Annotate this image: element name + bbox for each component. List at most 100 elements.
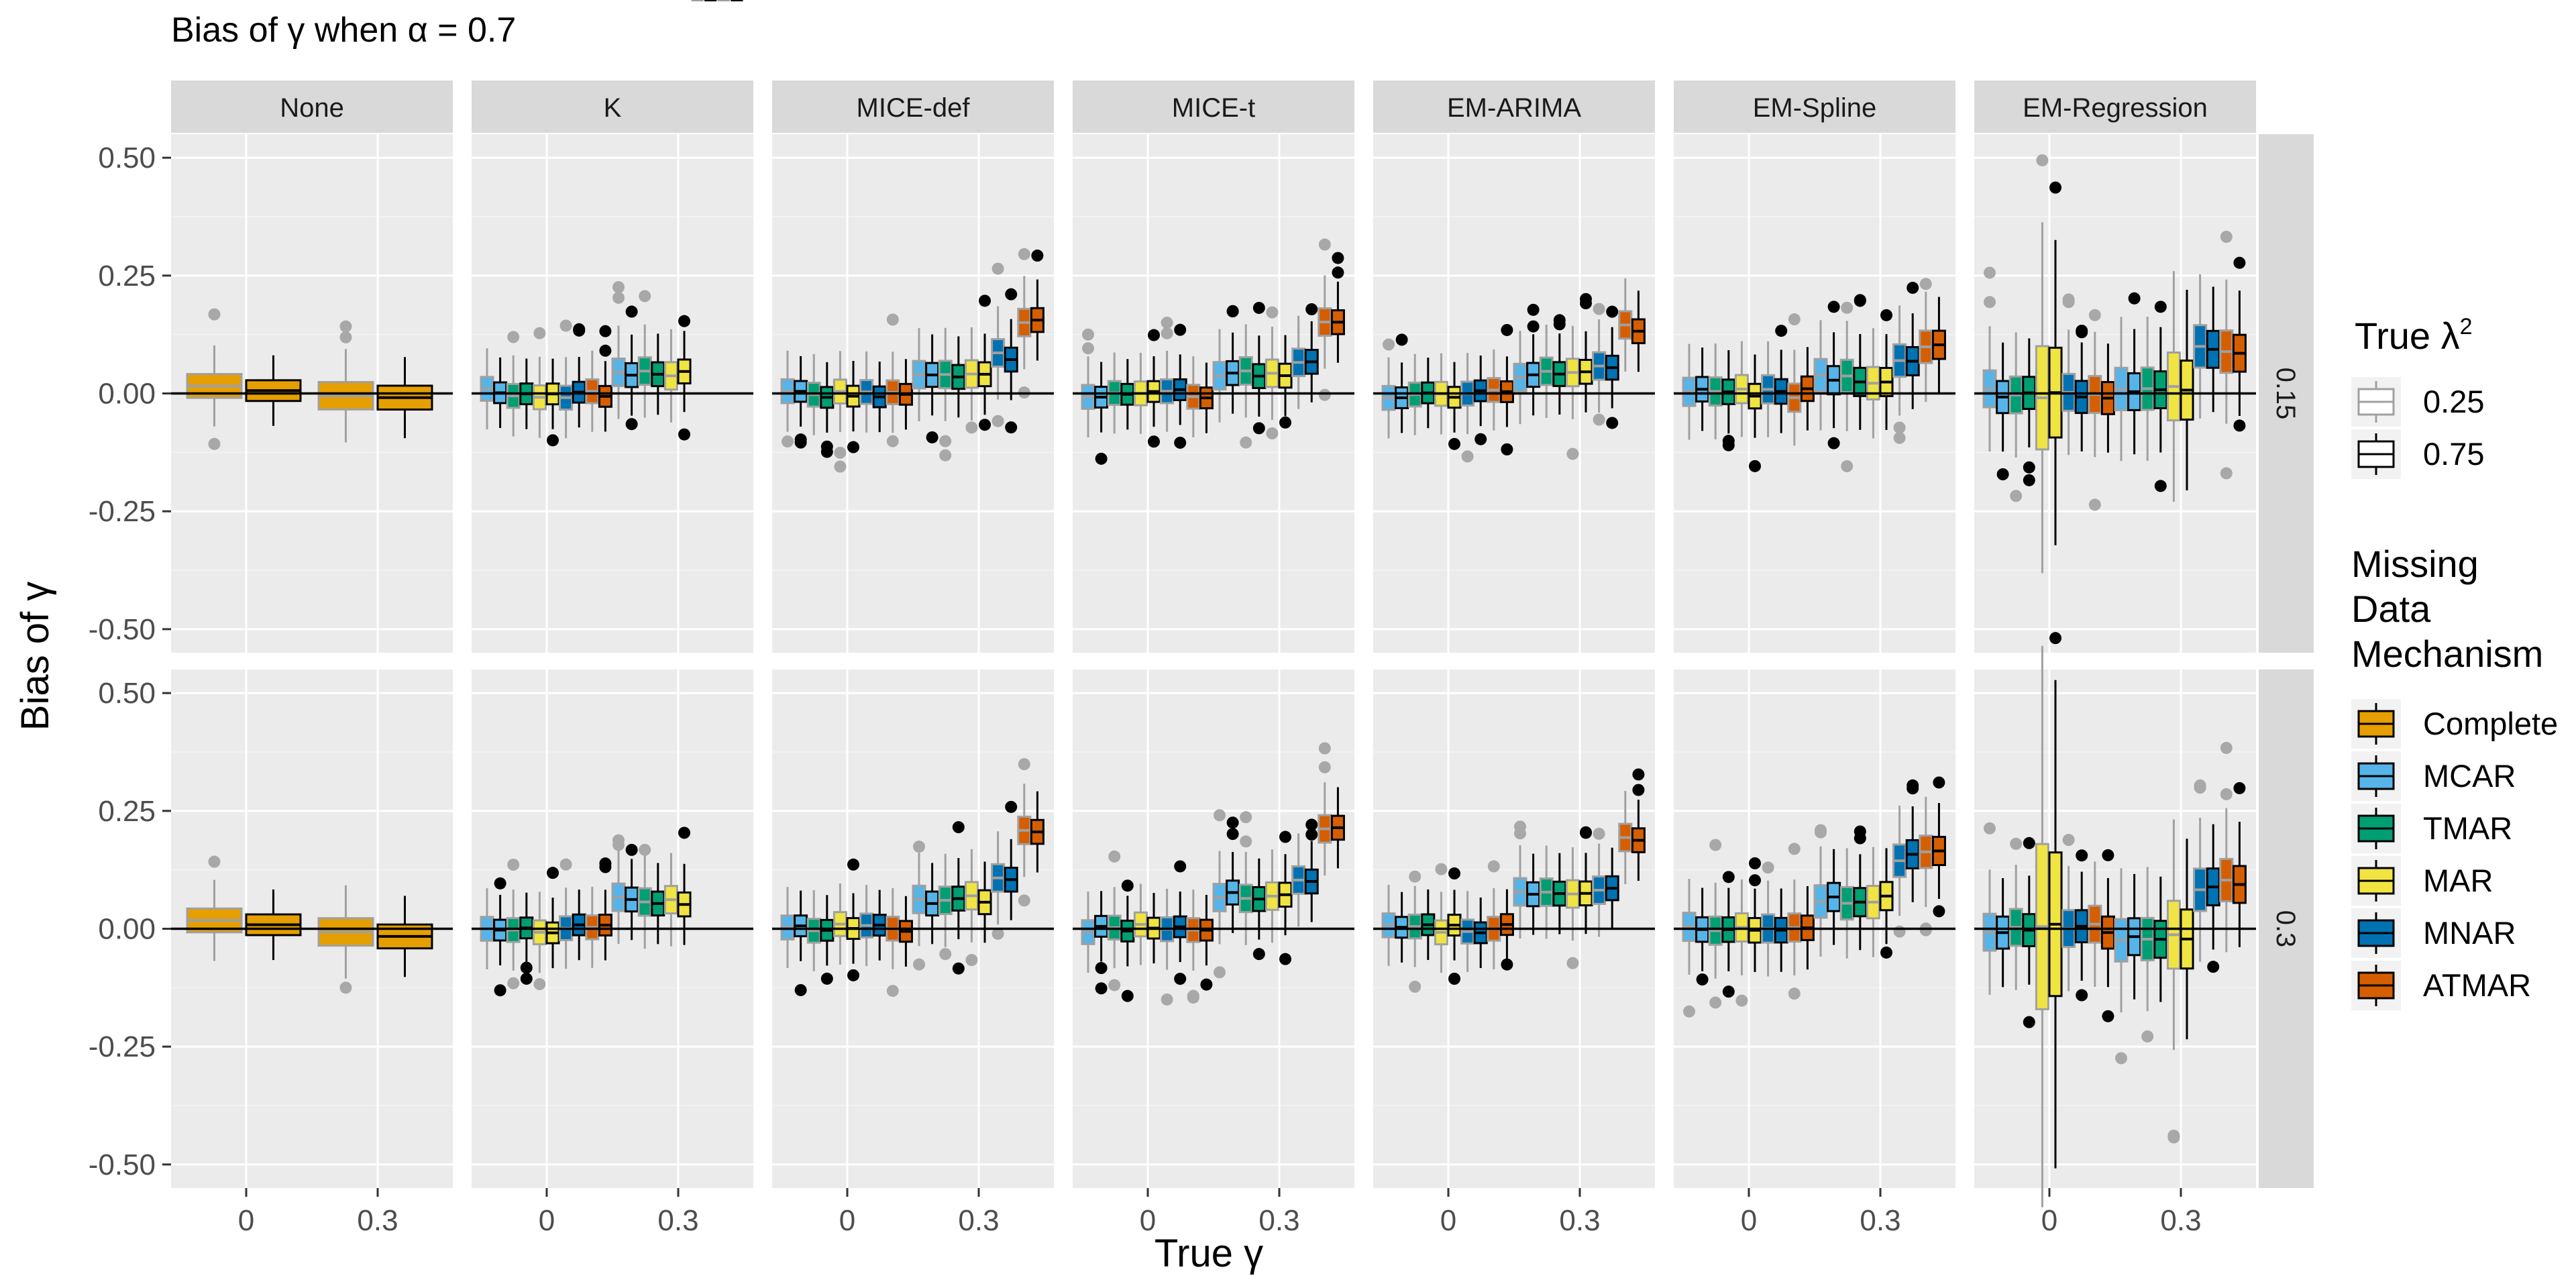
outlier-point <box>520 961 533 974</box>
outlier-point <box>1448 973 1461 985</box>
outlier-point <box>886 985 899 998</box>
outlier-point <box>1161 317 1173 329</box>
outlier-point <box>625 418 638 431</box>
outlier-point <box>1880 309 1893 321</box>
y-axis-title: Bias of γ <box>13 582 57 731</box>
x-tick-label: 0.3 <box>1860 1204 1900 1237</box>
outlier-point <box>559 319 572 332</box>
outlier-point <box>1018 894 1030 907</box>
outlier-point <box>1108 850 1121 863</box>
mechanism-legend-label: TMAR <box>2423 810 2512 846</box>
outlier-point <box>1788 987 1801 1000</box>
y-tick-label: -0.50 <box>89 613 156 646</box>
outlier-point <box>1018 758 1030 771</box>
outlier-point <box>1240 436 1252 449</box>
outlier-point <box>1161 327 1173 339</box>
outlier-point <box>2115 1052 2128 1065</box>
x-tick-label: 0.3 <box>657 1204 698 1237</box>
outlier-point <box>2076 849 2088 862</box>
outlier-point <box>1318 742 1331 755</box>
mechanism-legend-label: ATMAR <box>2423 967 2531 1003</box>
outlier-point <box>1841 460 1854 472</box>
outlier-point <box>886 313 899 326</box>
y-tick-label: -0.25 <box>89 1030 156 1063</box>
facet-strip-label: MICE-t <box>1172 93 1255 123</box>
outlier-point <box>1749 874 1762 887</box>
outlier-point <box>979 294 991 307</box>
outlier-point <box>2023 474 2035 486</box>
outlier-point <box>1332 266 1344 279</box>
outlier-point <box>1593 413 1605 426</box>
outlier-point <box>1893 421 1906 434</box>
outlier-point <box>494 877 506 890</box>
outlier-point <box>965 421 978 434</box>
outlier-point <box>1461 450 1474 463</box>
outlier-point <box>913 958 926 971</box>
outlier-point <box>1722 439 1735 451</box>
outlier-point <box>965 954 978 967</box>
outlier-point <box>1593 303 1605 315</box>
facet-strip-label: None <box>280 93 344 123</box>
outlier-point <box>1395 333 1408 346</box>
outlier-point <box>847 858 860 871</box>
outlier-point <box>1082 342 1095 355</box>
outlier-point <box>1161 993 1173 1006</box>
facet-strip-label: EM-Regression <box>2023 93 2208 123</box>
lambda-legend-title: True λ2 <box>2355 314 2473 357</box>
outlier-point <box>1005 800 1018 813</box>
x-tick-label: 0 <box>1741 1204 1757 1237</box>
outlier-point <box>1095 452 1108 465</box>
outlier-point <box>1722 871 1735 883</box>
x-tick-label: 0 <box>238 1204 254 1237</box>
outlier-point <box>547 434 559 447</box>
outlier-point <box>1279 953 1292 965</box>
outlier-point <box>1318 388 1331 401</box>
outlier-point <box>339 320 352 333</box>
mechanism-legend-title: Data <box>2351 588 2431 630</box>
outlier-point <box>507 331 520 343</box>
outlier-point <box>678 315 691 327</box>
outlier-point <box>847 969 860 981</box>
outlier-point <box>1827 301 1840 313</box>
outlier-point <box>939 449 952 462</box>
outlier-point <box>1775 325 1788 337</box>
facet-strip-label: MICE-def <box>857 93 971 123</box>
outlier-point <box>1893 925 1906 938</box>
outlier-point <box>794 433 807 446</box>
y-tick-label: 0.25 <box>98 795 156 828</box>
outlier-point <box>2233 419 2246 432</box>
outlier-point <box>2088 498 2101 511</box>
outlier-point <box>1187 991 1199 1004</box>
outlier-point <box>2102 849 2114 861</box>
outlier-point <box>1148 329 1161 341</box>
outlier-point <box>1266 427 1279 440</box>
facet-strip-label: K <box>604 93 622 123</box>
row-strip-label: 0.3 <box>2271 910 2300 948</box>
outlier-point <box>1252 422 1265 435</box>
outlier-point <box>1841 301 1854 314</box>
y-tick-label: 0.00 <box>98 378 156 411</box>
x-tick-label: 0 <box>1440 1204 1456 1237</box>
outlier-point <box>1082 328 1095 341</box>
lambda-legend: True λ2 0.25 0.75 <box>2351 314 2484 479</box>
outlier-point <box>1984 266 1996 279</box>
outlier-point <box>1593 827 1605 840</box>
outlier-point <box>1214 809 1226 822</box>
outlier-point <box>1580 826 1593 839</box>
outlier-point <box>1174 973 1187 985</box>
x-axis-title: True γ <box>1155 1232 1263 1275</box>
row-strip <box>2259 134 2314 653</box>
outlier-point <box>1907 782 1919 795</box>
row-strip <box>2259 669 2314 1188</box>
outlier-point <box>1566 447 1579 460</box>
outlier-point <box>208 855 221 868</box>
outlier-point <box>1005 421 1018 434</box>
x-tick-label: 0 <box>839 1204 855 1237</box>
outlier-point <box>533 327 546 339</box>
outlier-point <box>1252 301 1265 314</box>
outlier-point <box>507 977 520 989</box>
outlier-point <box>1252 948 1265 961</box>
outlier-point <box>2128 292 2141 305</box>
outlier-point <box>2010 490 2023 502</box>
